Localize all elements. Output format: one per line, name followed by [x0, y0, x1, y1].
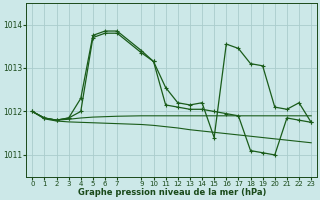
X-axis label: Graphe pression niveau de la mer (hPa): Graphe pression niveau de la mer (hPa): [77, 188, 266, 197]
